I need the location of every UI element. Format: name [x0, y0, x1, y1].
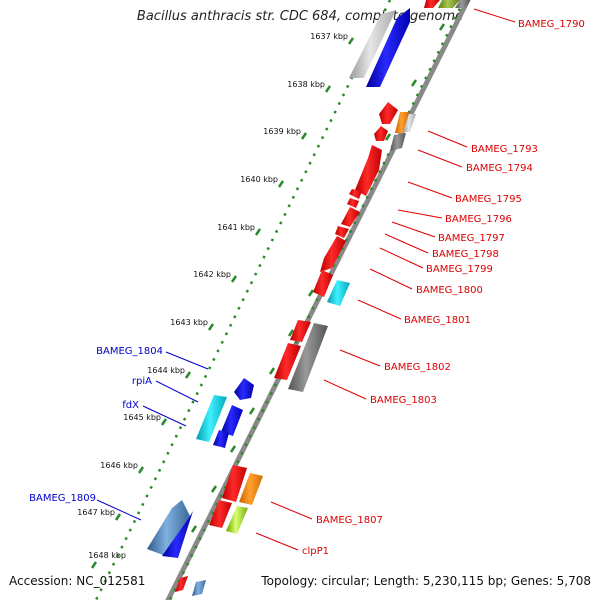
- gene-arrow-red-bottom[interactable]: [175, 576, 188, 592]
- gene-label[interactable]: fdX: [122, 400, 139, 411]
- gene-label[interactable]: BAMEG_1798: [432, 249, 499, 260]
- gene-arrow-olive[interactable]: [438, 0, 460, 8]
- gene-label[interactable]: BAMEG_1797: [438, 233, 505, 244]
- ruler-tick-label: 1639 kbp: [263, 127, 301, 136]
- callout-lines-right: [255, 8, 516, 551]
- gene-arrow-red-1793[interactable]: [379, 102, 398, 124]
- gene-arrow-gray-1803[interactable]: [288, 323, 328, 392]
- gene-arrow-red-1800[interactable]: [313, 270, 333, 297]
- plus-strand-ruler: [168, 0, 466, 600]
- gene-label[interactable]: BAMEG_1804: [96, 346, 163, 357]
- minus-strand-ruler: [94, 0, 392, 600]
- gene-label[interactable]: clpP1: [302, 546, 329, 557]
- gene-arrow-red-1796b[interactable]: [347, 198, 359, 208]
- ruler-tick-label: 1648 kbp: [88, 551, 126, 560]
- gene-features: [147, 0, 470, 596]
- gene-arrow-steel-1809[interactable]: [147, 500, 190, 555]
- gene-label[interactable]: BAMEG_1793: [471, 144, 538, 155]
- ruler-tick-label: 1640 kbp: [240, 175, 278, 184]
- gene-arrow-red-1802b[interactable]: [274, 343, 301, 380]
- gene-arrow-blue-fdX[interactable]: [213, 430, 229, 448]
- accession-label: Accession: NC_012581: [9, 574, 146, 588]
- ruler-tick-label: 1645 kbp: [123, 413, 161, 422]
- ruler-tick-label: 1642 kbp: [193, 270, 231, 279]
- gene-label[interactable]: BAMEG_1790: [518, 19, 585, 30]
- gene-arrow-blue-1804[interactable]: [234, 378, 254, 400]
- ruler-tick-marks: [90, 23, 446, 569]
- gene-arrow-orange-1807[interactable]: [239, 473, 263, 505]
- gene-arrow-lightgray-1793[interactable]: [403, 114, 416, 132]
- gene-label[interactable]: BAMEG_1795: [455, 194, 522, 205]
- gene-arrow-red-1795[interactable]: [355, 145, 382, 196]
- gene-arrow-lime-clpP1[interactable]: [226, 506, 248, 534]
- gene-arrow-bameg-1790[interactable]: [424, 0, 440, 8]
- gene-arrow-red-small[interactable]: [374, 126, 388, 141]
- gene-label[interactable]: BAMEG_1803: [370, 395, 437, 406]
- gene-arrow-blue-1809[interactable]: [162, 511, 193, 558]
- ruler-tick-label: 1646 kbp: [100, 461, 138, 470]
- gene-label[interactable]: BAMEG_1799: [426, 264, 493, 275]
- gene-arrow-blue-rpiA[interactable]: [221, 405, 243, 436]
- gene-label[interactable]: BAMEG_1802: [384, 362, 451, 373]
- gene-arrow-red-1807b[interactable]: [209, 500, 232, 528]
- gene-arrow-cyan-1801[interactable]: [327, 280, 350, 306]
- gene-arrow-red-1799[interactable]: [320, 236, 346, 272]
- ruler-tick-label: 1647 kbp: [77, 508, 115, 517]
- gene-label[interactable]: rpiA: [132, 376, 152, 387]
- gene-arrow-lightgray-large[interactable]: [349, 10, 396, 78]
- ruler-tick-label: 1637 kbp: [310, 32, 348, 41]
- ruler-tick-label: 1641 kbp: [217, 223, 255, 232]
- gene-arrow-gray-top[interactable]: [455, 0, 470, 8]
- gene-arrow-gray-1794[interactable]: [390, 133, 406, 151]
- gene-arrow-cyan-rpiA[interactable]: [196, 395, 227, 442]
- gene-arrow-steel-bottom[interactable]: [192, 580, 206, 596]
- ruler-tick-label: 1643 kbp: [170, 318, 208, 327]
- gene-arrow-orange-1793[interactable]: [395, 112, 409, 133]
- callout-lines-left: [96, 351, 209, 521]
- ruler-tick-label: 1638 kbp: [287, 80, 325, 89]
- gene-label[interactable]: BAMEG_1796: [445, 214, 512, 225]
- gene-arrow-red-1807a[interactable]: [222, 465, 247, 502]
- gene-arrow-red-1796a[interactable]: [349, 189, 362, 199]
- gene-label[interactable]: BAMEG_1794: [466, 163, 533, 174]
- gene-arrow-blue-large[interactable]: [366, 8, 410, 87]
- gene-arrow-red-1797[interactable]: [341, 207, 360, 227]
- gene-arrow-red-1798[interactable]: [335, 226, 349, 238]
- topology-label: Topology: circular; Length: 5,230,115 bp…: [261, 574, 591, 588]
- gene-label[interactable]: BAMEG_1807: [316, 515, 383, 526]
- gene-label[interactable]: BAMEG_1801: [404, 315, 471, 326]
- gene-label[interactable]: BAMEG_1809: [29, 493, 96, 504]
- ruler-tick-label: 1644 kbp: [147, 366, 185, 375]
- gene-label[interactable]: BAMEG_1800: [416, 285, 483, 296]
- gene-arrow-red-1802a[interactable]: [290, 320, 311, 342]
